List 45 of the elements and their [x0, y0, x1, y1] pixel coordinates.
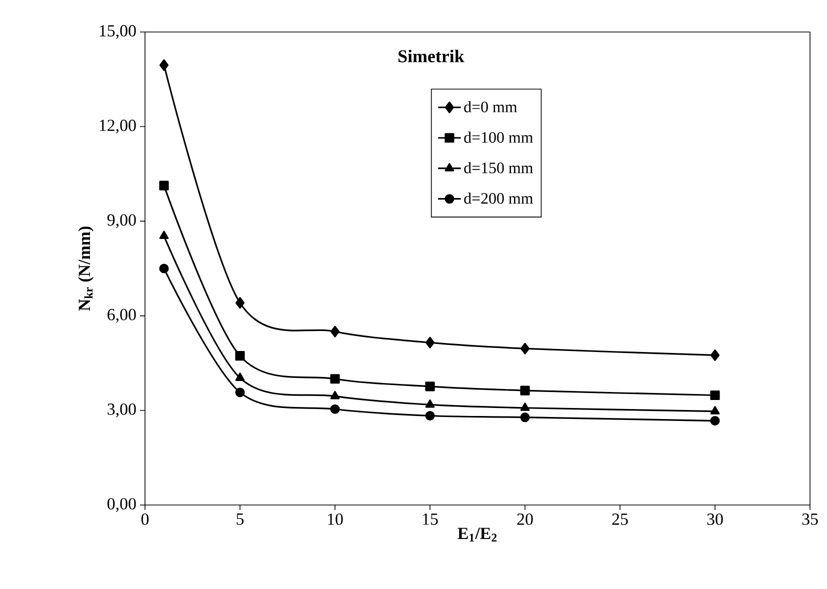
x-tick-label: 10	[328, 514, 343, 525]
point	[710, 416, 720, 426]
point	[425, 399, 435, 408]
x-tick-label: 25	[612, 513, 628, 525]
point	[425, 382, 435, 392]
x-tick-label: 15	[423, 513, 438, 525]
y-tick-label: 15,00	[100, 25, 136, 39]
point	[520, 386, 530, 396]
text: N$_{kr}$ (N/mm)	[78, 226, 94, 311]
point	[159, 59, 169, 71]
y-tick-label: 3,00	[108, 403, 136, 418]
point	[235, 372, 245, 381]
point	[710, 390, 720, 400]
point	[520, 342, 530, 354]
legend-label: d=150 mm	[464, 162, 533, 174]
point	[330, 374, 340, 384]
point	[330, 326, 340, 338]
point	[710, 349, 720, 361]
y-tick-label: 6,00	[108, 308, 136, 323]
y-tick-label: 0,00	[108, 498, 136, 512]
point	[425, 410, 435, 421]
legend-label: d=200 mm	[464, 192, 533, 204]
point	[159, 230, 169, 240]
point	[710, 406, 720, 414]
point	[330, 404, 340, 414]
legend-label: d=100 mm	[464, 132, 533, 143]
point	[235, 351, 245, 361]
point	[159, 264, 169, 274]
point	[159, 180, 169, 190]
point	[520, 402, 530, 411]
point	[520, 412, 530, 422]
text: Simetrik	[398, 50, 464, 62]
legend-label: d=0 mm	[464, 101, 518, 112]
point	[235, 297, 245, 309]
x-tick-label: 30	[707, 514, 723, 525]
x-tick-label: 35	[802, 513, 818, 525]
point	[235, 388, 245, 398]
x-tick-label: 5	[236, 513, 244, 525]
x-tick-label: 20	[517, 514, 533, 525]
x-tick-label: 0	[141, 514, 149, 525]
y-tick-label: 12,00	[100, 120, 136, 134]
y-tick-label: 9,00	[107, 214, 136, 228]
point	[330, 390, 340, 400]
point	[425, 336, 435, 348]
text: E$_{1}$/E$_{2}$	[458, 528, 497, 542]
